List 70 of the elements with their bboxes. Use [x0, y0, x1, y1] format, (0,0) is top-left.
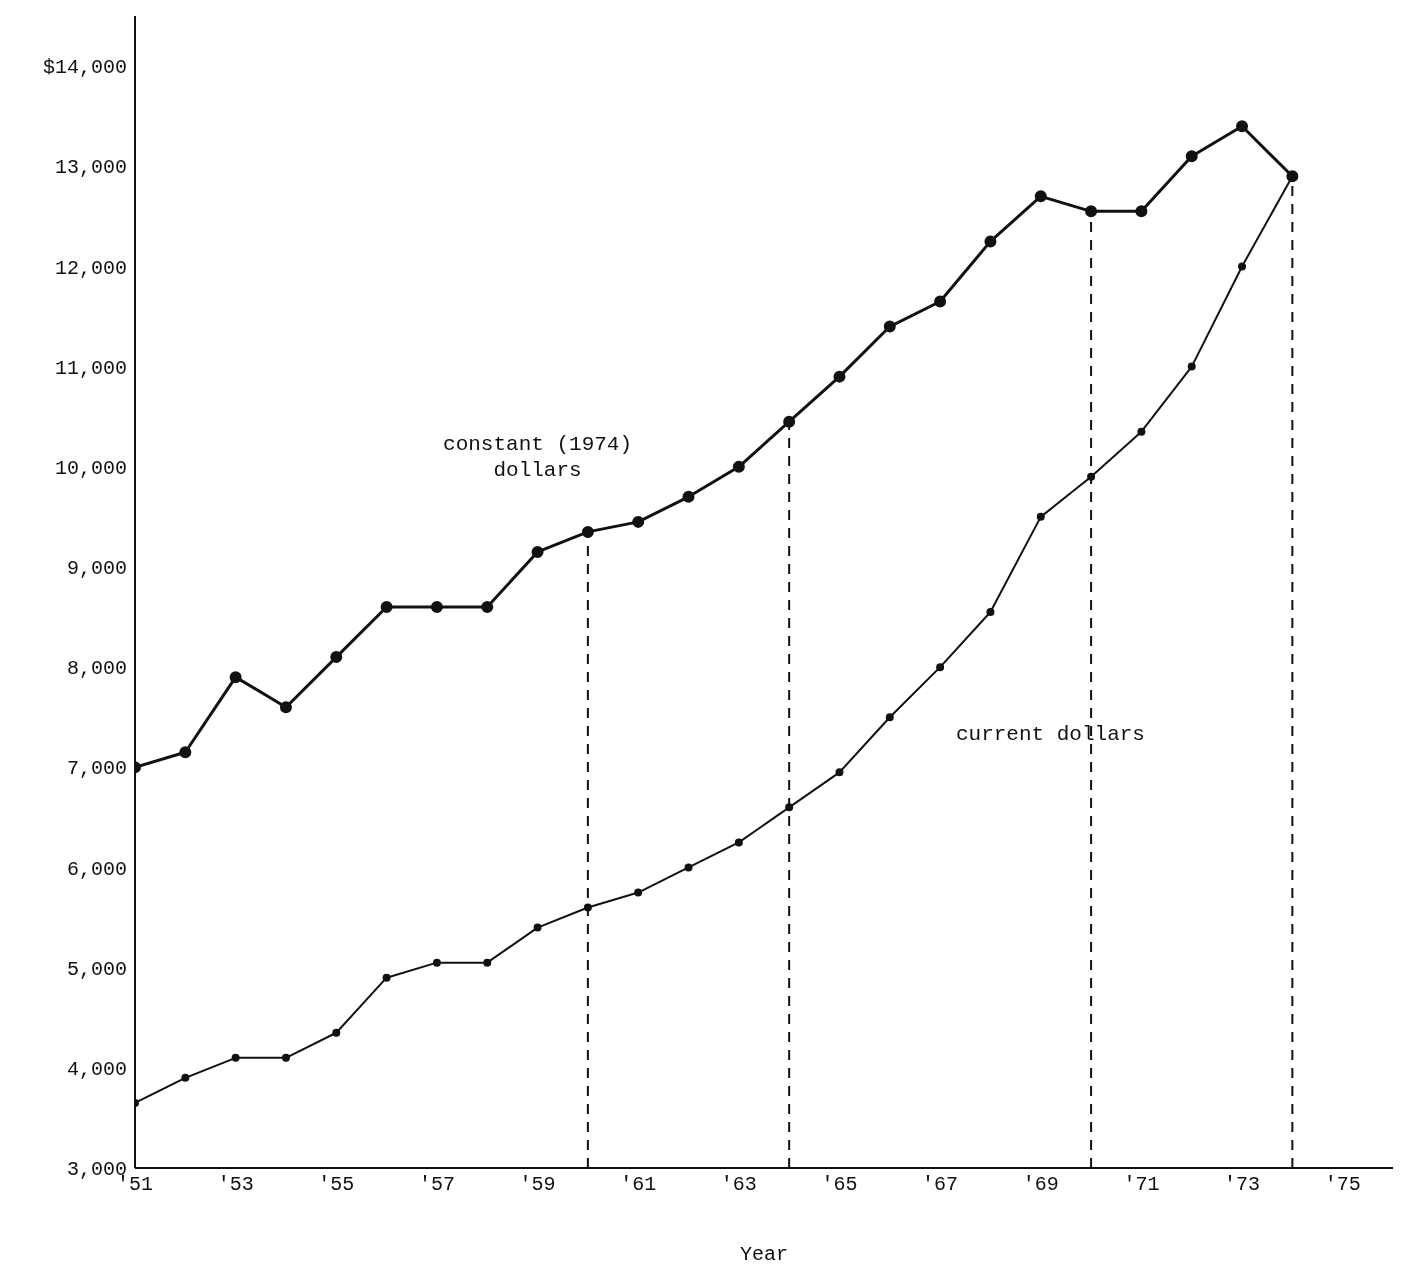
point [785, 803, 794, 812]
point [231, 1053, 240, 1062]
x-tick-label: '73 [1224, 1173, 1261, 1197]
point [885, 713, 894, 722]
point [634, 888, 643, 897]
point [1135, 205, 1148, 218]
point [430, 601, 443, 614]
point [1034, 190, 1047, 203]
point [934, 295, 947, 308]
x-axis-title: Year [739, 1243, 789, 1266]
text: current dollars [954, 722, 1146, 749]
point [330, 651, 343, 664]
point [1185, 150, 1198, 163]
point [229, 671, 242, 684]
point [833, 370, 846, 383]
point [936, 663, 945, 672]
point [531, 545, 544, 558]
x-tick-label: '67 [922, 1173, 959, 1197]
x-tick-label: '59 [519, 1173, 556, 1197]
y-tick-label: 10,000 [54, 456, 127, 480]
y-tick-label: 7,000 [66, 757, 127, 781]
x-tick-label: '63 [720, 1173, 757, 1197]
y-tick-label: 5,000 [66, 957, 127, 981]
point [533, 923, 542, 932]
point [483, 958, 492, 967]
point [1087, 472, 1096, 481]
y-tick-label: 9,000 [66, 557, 127, 581]
y-tick-label: 12,000 [54, 256, 127, 280]
point [380, 601, 393, 614]
point [382, 973, 391, 982]
x-tick-label: '61 [620, 1173, 657, 1197]
x-tick-label: '69 [1022, 1173, 1059, 1197]
y-tick-label: 4,000 [66, 1057, 127, 1081]
point [1036, 512, 1045, 521]
y-tick-label: 8,000 [66, 657, 127, 681]
x-tick-label: '71 [1123, 1173, 1160, 1197]
point [732, 460, 745, 473]
point [984, 235, 997, 248]
point [181, 1073, 190, 1082]
x-tick-label: '75 [1324, 1173, 1361, 1197]
point [179, 746, 192, 759]
point [1137, 427, 1146, 436]
point [1238, 262, 1247, 271]
point [1187, 362, 1196, 371]
point [986, 608, 995, 617]
series-label: constant (1974) dollars [442, 431, 634, 484]
point [581, 525, 594, 538]
point [783, 415, 796, 428]
point [583, 903, 592, 912]
point [684, 863, 693, 872]
point [734, 838, 743, 847]
x-tick-label: '57 [418, 1173, 455, 1197]
x-tick-label: '53 [217, 1173, 254, 1197]
point [279, 701, 292, 714]
y-tick-label: 13,000 [54, 156, 127, 180]
y-tick-label: 6,000 [66, 857, 127, 881]
point [432, 958, 441, 967]
point [835, 768, 844, 777]
point [481, 601, 494, 614]
point [682, 490, 695, 503]
y-tick-label: 11,000 [54, 356, 127, 380]
point [1236, 120, 1249, 133]
point [281, 1053, 290, 1062]
point [332, 1028, 341, 1037]
x-tick-label: '55 [318, 1173, 355, 1197]
point [1085, 205, 1098, 218]
point [883, 320, 896, 333]
point [632, 515, 645, 528]
x-tick-label: '65 [821, 1173, 858, 1197]
y-tick-label: $14,000 [42, 56, 127, 80]
